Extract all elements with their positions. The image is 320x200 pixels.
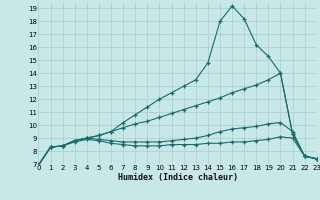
X-axis label: Humidex (Indice chaleur): Humidex (Indice chaleur) [118, 173, 238, 182]
